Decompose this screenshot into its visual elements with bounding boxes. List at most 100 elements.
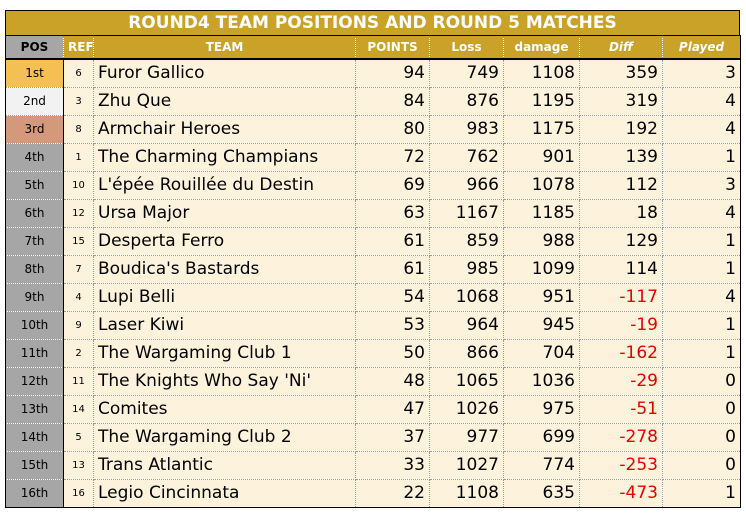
points-cell: 54 xyxy=(355,282,430,312)
points-cell: 80 xyxy=(355,114,430,144)
points-cell: 33 xyxy=(355,450,430,480)
damage-cell: 1036 xyxy=(503,366,580,396)
diff-cell: -117 xyxy=(579,282,663,312)
table-row: 1st 6 Furor Gallico 94 749 1108 359 3 xyxy=(5,58,741,88)
position-cell: 11th xyxy=(5,338,64,368)
standings-sheet: ROUND4 TEAM POSITIONS AND ROUND 5 MATCHE… xyxy=(5,10,741,508)
team-name-cell: Zhu Que xyxy=(93,86,356,116)
team-name-cell: The Charming Champians xyxy=(93,142,356,172)
points-cell: 50 xyxy=(355,338,430,368)
loss-cell: 966 xyxy=(429,170,504,200)
table-row: 8th 7 Boudica's Bastards 61 985 1099 114 1 xyxy=(5,254,741,284)
diff-cell: -51 xyxy=(579,394,663,424)
team-name-cell: The Wargaming Club 1 xyxy=(93,338,356,368)
points-cell: 37 xyxy=(355,422,430,452)
damage-cell: 1099 xyxy=(503,254,580,284)
diff-cell: -162 xyxy=(579,338,663,368)
loss-cell: 1068 xyxy=(429,282,504,312)
played-cell: 0 xyxy=(662,422,741,452)
points-cell: 72 xyxy=(355,142,430,172)
loss-cell: 1108 xyxy=(429,478,504,508)
position-cell: 10th xyxy=(5,310,64,340)
standings-table: POS REF TEAM POINTS Loss damage Diff Pla… xyxy=(5,35,741,508)
position-cell: 2nd xyxy=(5,86,64,116)
loss-cell: 1065 xyxy=(429,366,504,396)
table-row: 9th 4 Lupi Belli 54 1068 951 -117 4 xyxy=(5,282,741,312)
header-pos: POS xyxy=(5,35,64,60)
table-row: 10th 9 Laser Kiwi 53 964 945 -19 1 xyxy=(5,310,741,340)
diff-cell: -278 xyxy=(579,422,663,452)
team-name-cell: Comites xyxy=(93,394,356,424)
points-cell: 22 xyxy=(355,478,430,508)
header-ref: REF xyxy=(63,35,94,60)
loss-cell: 866 xyxy=(429,338,504,368)
header-points: POINTS xyxy=(355,35,430,60)
ref-cell: 14 xyxy=(63,394,94,424)
position-cell: 5th xyxy=(5,170,64,200)
points-cell: 63 xyxy=(355,198,430,228)
team-name-cell: Legio Cincinnata xyxy=(93,478,356,508)
played-cell: 4 xyxy=(662,114,741,144)
diff-cell: 192 xyxy=(579,114,663,144)
position-cell: 13th xyxy=(5,394,64,424)
position-cell: 16th xyxy=(5,478,64,508)
table-row: 4th 1 The Charming Champians 72 762 901 139 1 xyxy=(5,142,741,172)
table-row: 15th 13 Trans Atlantic 33 1027 774 -253 0 xyxy=(5,450,741,480)
position-cell: 8th xyxy=(5,254,64,284)
ref-cell: 12 xyxy=(63,198,94,228)
table-row: 6th 12 Ursa Major 63 1167 1185 18 4 xyxy=(5,198,741,228)
table-row: 7th 15 Desperta Ferro 61 859 988 129 1 xyxy=(5,226,741,256)
points-cell: 48 xyxy=(355,366,430,396)
team-name-cell: Trans Atlantic xyxy=(93,450,356,480)
table-row: 13th 14 Comites 47 1026 975 -51 0 xyxy=(5,394,741,424)
table-row: 11th 2 The Wargaming Club 1 50 866 704 -162 1 xyxy=(5,338,741,368)
diff-cell: -29 xyxy=(579,366,663,396)
played-cell: 1 xyxy=(662,478,741,508)
played-cell: 3 xyxy=(662,58,741,88)
sheet-title: ROUND4 TEAM POSITIONS AND ROUND 5 MATCHE… xyxy=(5,10,740,35)
diff-cell: 359 xyxy=(579,58,663,88)
team-name-cell: Armchair Heroes xyxy=(93,114,356,144)
ref-cell: 3 xyxy=(63,86,94,116)
diff-cell: 319 xyxy=(579,86,663,116)
diff-cell: 18 xyxy=(579,198,663,228)
team-name-cell: The Knights Who Say 'Ni' xyxy=(93,366,356,396)
damage-cell: 1175 xyxy=(503,114,580,144)
header-played: Played xyxy=(662,35,741,60)
position-cell: 4th xyxy=(5,142,64,172)
table-row: 12th 11 The Knights Who Say 'Ni' 48 1065 1036… xyxy=(5,366,741,396)
table-row: 5th 10 L'épée Rouillée du Destin 69 966 1078 1… xyxy=(5,170,741,200)
loss-cell: 1167 xyxy=(429,198,504,228)
played-cell: 4 xyxy=(662,198,741,228)
diff-cell: -253 xyxy=(579,450,663,480)
header-loss: Loss xyxy=(429,35,504,60)
loss-cell: 859 xyxy=(429,226,504,256)
table-row: 3rd 8 Armchair Heroes 80 983 1175 192 4 xyxy=(5,114,741,144)
team-name-cell: Laser Kiwi xyxy=(93,310,356,340)
position-cell: 12th xyxy=(5,366,64,396)
position-cell: 15th xyxy=(5,450,64,480)
ref-cell: 10 xyxy=(63,170,94,200)
position-cell: 3rd xyxy=(5,114,64,144)
played-cell: 3 xyxy=(662,170,741,200)
team-name-cell: Boudica's Bastards xyxy=(93,254,356,284)
team-name-cell: Lupi Belli xyxy=(93,282,356,312)
diff-cell: 129 xyxy=(579,226,663,256)
damage-cell: 975 xyxy=(503,394,580,424)
points-cell: 47 xyxy=(355,394,430,424)
diff-cell: 139 xyxy=(579,142,663,172)
team-name-cell: The Wargaming Club 2 xyxy=(93,422,356,452)
ref-cell: 2 xyxy=(63,338,94,368)
damage-cell: 951 xyxy=(503,282,580,312)
played-cell: 1 xyxy=(662,254,741,284)
damage-cell: 1108 xyxy=(503,58,580,88)
loss-cell: 749 xyxy=(429,58,504,88)
points-cell: 94 xyxy=(355,58,430,88)
diff-cell: -19 xyxy=(579,310,663,340)
position-cell: 6th xyxy=(5,198,64,228)
loss-cell: 1027 xyxy=(429,450,504,480)
loss-cell: 964 xyxy=(429,310,504,340)
loss-cell: 876 xyxy=(429,86,504,116)
ref-cell: 1 xyxy=(63,142,94,172)
team-name-cell: Ursa Major xyxy=(93,198,356,228)
